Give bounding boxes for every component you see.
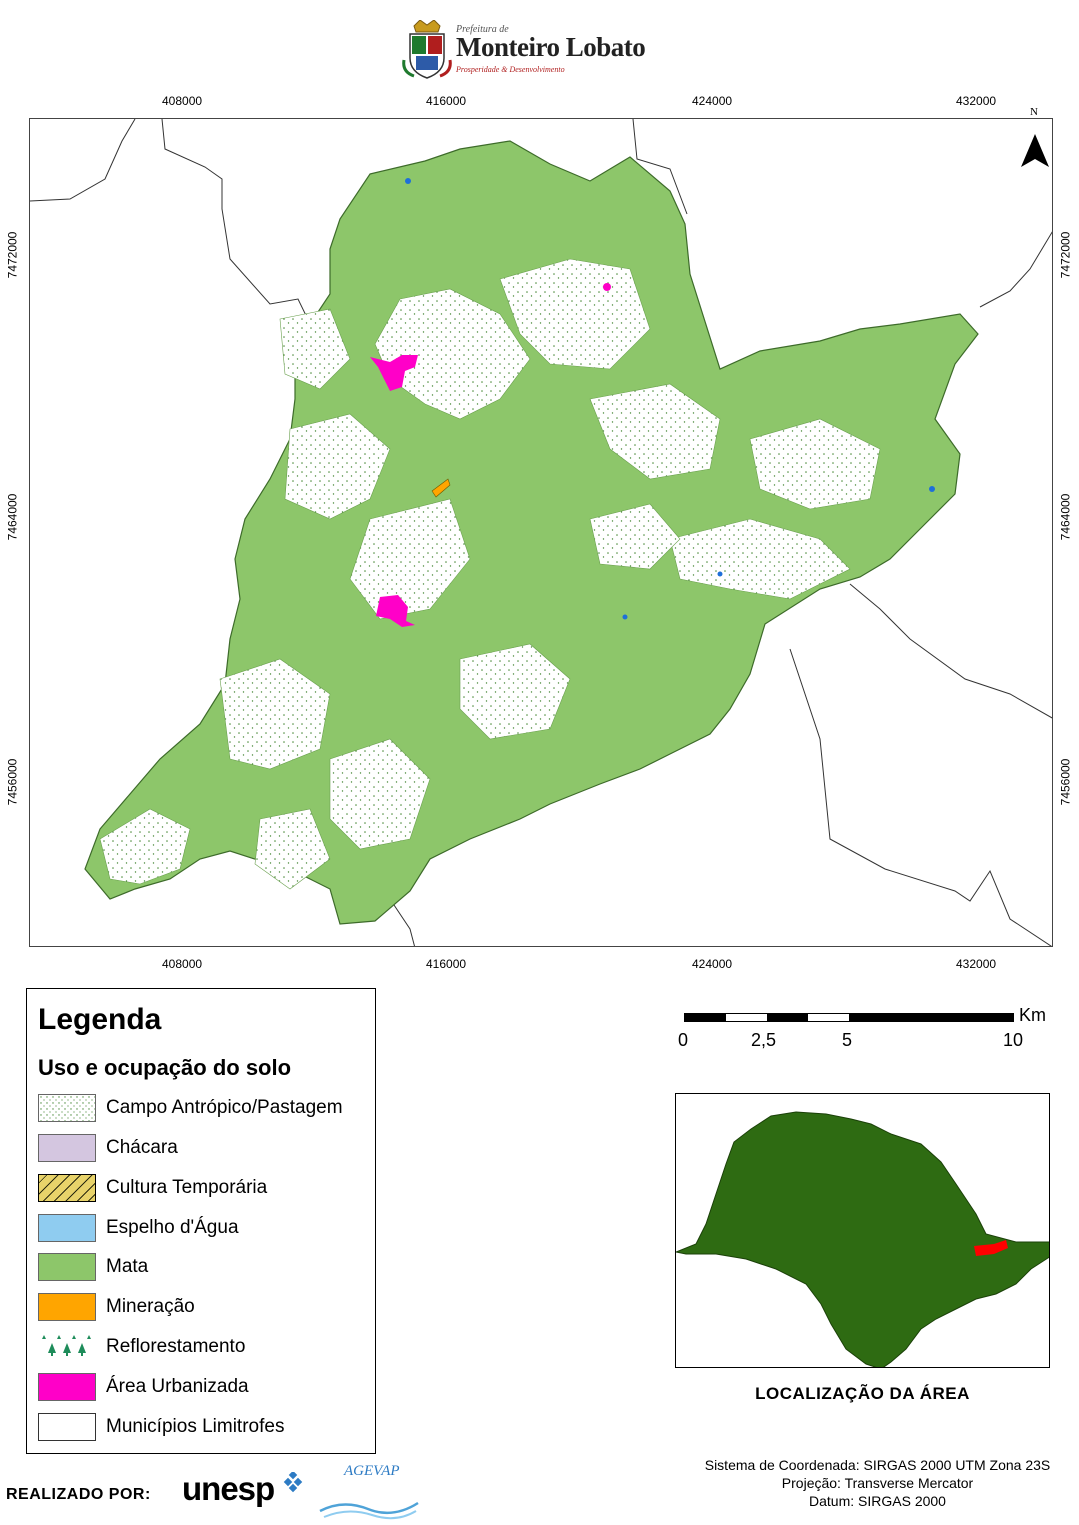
- scale-unit: Km: [1019, 1005, 1046, 1025]
- legend-label-crop: Cultura Temporária: [106, 1177, 268, 1198]
- coordinate-system-info: Sistema de Coordenada: SIRGAS 2000 UTM Z…: [680, 1456, 1075, 1510]
- water-bodies: [405, 178, 935, 620]
- municipality-prefix: Prefeitura de: [456, 24, 509, 35]
- legend-label-reforestation: Reflorestamento: [106, 1336, 246, 1357]
- legend-box: Legenda Uso e ocupação do solo Campo Ant…: [26, 988, 376, 1454]
- right-tick-7456000: 7456000: [1058, 758, 1073, 806]
- crs-line-2: Projeção: Transverse Mercator: [781, 1475, 974, 1491]
- bottom-tick-416000: 416000: [426, 957, 467, 971]
- legend-subtitle: Uso e ocupação do solo: [38, 1055, 292, 1080]
- legend-label-water: Espelho d'Água: [106, 1217, 239, 1238]
- left-tick-7472000: 7472000: [5, 231, 20, 279]
- left-tick-7464000: 7464000: [5, 493, 20, 541]
- legend-label-mining: Mineração: [106, 1296, 195, 1317]
- legend-label-municipality: Municípios Limitrofes: [106, 1416, 285, 1437]
- top-tick-432000: 432000: [956, 94, 997, 108]
- chacara-swatch: [38, 1134, 96, 1162]
- municipality-area: [84, 140, 979, 925]
- legend-item-urban: Área Urbanizada: [38, 1373, 368, 1403]
- forest-swatch: [38, 1253, 96, 1281]
- bottom-tick-424000: 424000: [692, 957, 733, 971]
- legend-label-pasture: Campo Antrópico/Pastagem: [106, 1097, 343, 1118]
- right-tick-7464000: 7464000: [1058, 493, 1073, 541]
- top-tick-416000: 416000: [426, 94, 467, 108]
- legend-item-forest: Mata: [38, 1253, 368, 1283]
- scale-bar: [684, 1013, 1014, 1022]
- scale-label-0: 0: [678, 1030, 689, 1050]
- municipality-logo: Prefeitura de Monteiro Lobato Prosperida…: [402, 20, 662, 82]
- agevap-logo-text: AGEVAP: [344, 1463, 400, 1479]
- unesp-diamond-icon: [283, 1472, 303, 1493]
- unesp-logo: unesp: [182, 1470, 303, 1514]
- map-canvas: [30, 119, 1052, 946]
- reforestation-swatch: [38, 1333, 96, 1361]
- bottom-tick-408000: 408000: [162, 957, 203, 971]
- made-by-label: REALIZADO POR:: [6, 1486, 151, 1503]
- crop-swatch: [38, 1174, 96, 1202]
- legend-label-urban: Área Urbanizada: [106, 1376, 249, 1397]
- pasture-swatch: [38, 1094, 96, 1122]
- legend-label-chacara: Chácara: [106, 1137, 178, 1158]
- right-tick-7472000: 7472000: [1058, 231, 1073, 279]
- land-use-map: [29, 118, 1053, 947]
- urban-swatch: [38, 1373, 96, 1401]
- unesp-logo-text: unesp: [182, 1470, 275, 1507]
- legend-title: Legenda: [38, 1003, 162, 1036]
- north-label: N: [1030, 106, 1038, 118]
- municipality-swatch: [38, 1413, 96, 1441]
- legend-item-chacara: Chácara: [38, 1134, 368, 1164]
- bottom-tick-432000: 432000: [956, 957, 997, 971]
- inset-title: LOCALIZAÇÃO DA ÁREA: [755, 1384, 970, 1403]
- location-inset-map: [675, 1093, 1050, 1368]
- legend-item-pasture: Campo Antrópico/Pastagem: [38, 1094, 368, 1124]
- agevap-waves-icon: [319, 1501, 419, 1520]
- municipality-motto: Prosperidade & Desenvolvimento: [456, 65, 565, 74]
- agevap-logo: AGEVAP: [318, 1463, 420, 1521]
- mining-swatch: [38, 1293, 96, 1321]
- study-area-highlight: [974, 1240, 1008, 1256]
- crs-line-1: Sistema de Coordenada: SIRGAS 2000 UTM Z…: [704, 1457, 1051, 1473]
- coat-of-arms-icon: [402, 20, 452, 79]
- legend-item-municipality: Municípios Limitrofes: [38, 1413, 368, 1443]
- water-swatch: [38, 1214, 96, 1242]
- legend-item-crop: Cultura Temporária: [38, 1174, 368, 1204]
- legend-label-forest: Mata: [106, 1256, 149, 1277]
- crs-line-3: Datum: SIRGAS 2000: [809, 1493, 946, 1509]
- left-tick-7456000: 7456000: [5, 758, 20, 806]
- legend-item-mining: Mineração: [38, 1293, 368, 1323]
- scale-label-10: 10: [1003, 1030, 1024, 1050]
- sao-paulo-state-map: [676, 1111, 1049, 1367]
- urban-areas: [370, 283, 611, 627]
- scale-label-2-5: 2,5: [751, 1030, 777, 1050]
- legend-item-water: Espelho d'Água: [38, 1214, 368, 1244]
- north-arrow-icon: [1021, 134, 1049, 167]
- municipality-name: Monteiro Lobato: [456, 32, 646, 62]
- legend-item-reforestation: Reflorestamento: [38, 1333, 368, 1363]
- mining-area: [431, 478, 451, 498]
- top-tick-424000: 424000: [692, 94, 733, 108]
- scale-label-5: 5: [842, 1030, 853, 1050]
- top-tick-408000: 408000: [162, 94, 203, 108]
